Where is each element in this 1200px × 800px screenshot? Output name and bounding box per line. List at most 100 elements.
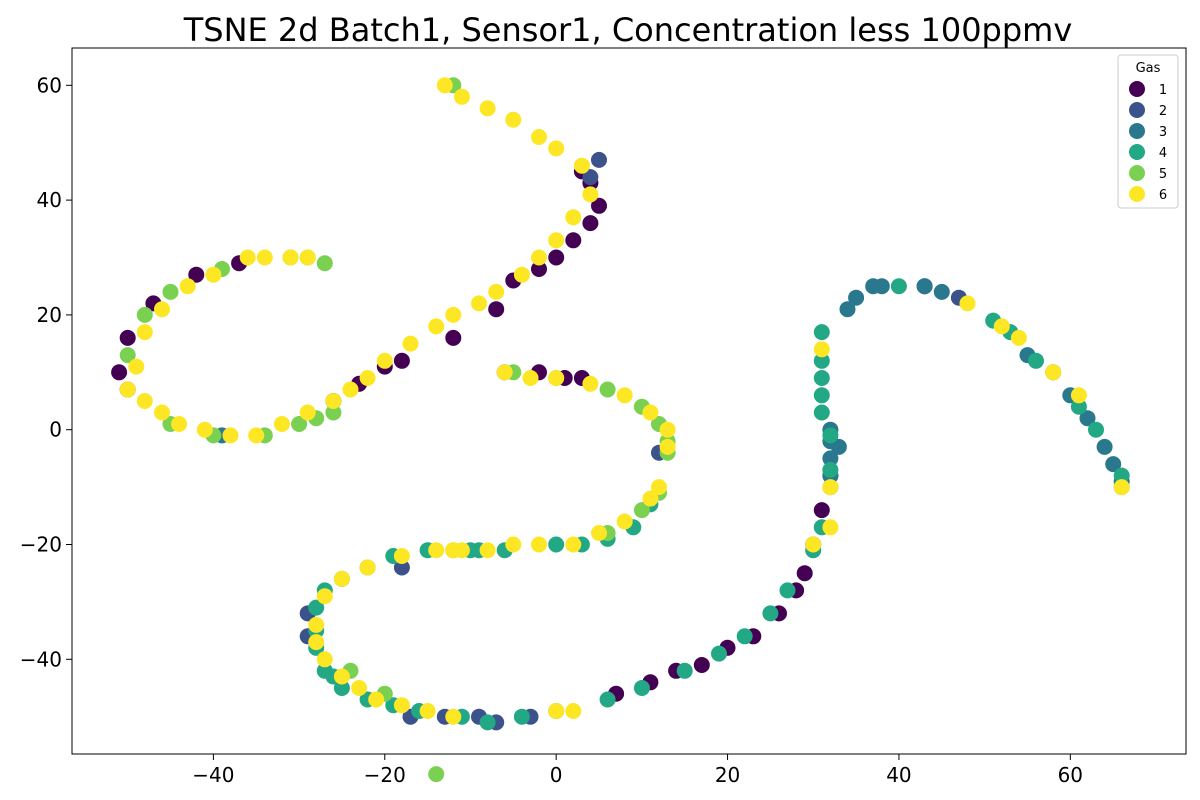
point-gas-6-68	[419, 703, 436, 719]
point-gas-4-36	[548, 536, 565, 553]
y-tick-label: −40	[20, 647, 62, 671]
point-gas-6-23	[248, 427, 265, 444]
legend: Gas 1 2 3 4 5 6	[1117, 54, 1179, 209]
legend-label-gas-2: 2	[1159, 104, 1167, 119]
point-gas-6-32	[154, 301, 170, 318]
point-gas-6-52	[531, 536, 547, 553]
point-gas-6-4	[531, 129, 547, 145]
point-gas-3-9	[873, 278, 890, 295]
point-gas-2-3	[393, 559, 410, 576]
point-gas-1-8	[393, 352, 410, 369]
point-gas-6-69	[445, 708, 462, 725]
plot-frame	[71, 47, 1187, 755]
x-tick-label: 60	[1058, 763, 1083, 787]
point-gas-1-26	[796, 565, 813, 582]
legend-marker-gas-4	[1129, 144, 1145, 160]
point-gas-6-63	[316, 651, 333, 668]
point-gas-4-10	[762, 605, 779, 622]
point-gas-4-18	[479, 714, 496, 731]
point-gas-6-71	[565, 703, 582, 719]
point-gas-6-57	[393, 548, 410, 564]
point-gas-6-22	[273, 416, 290, 432]
point-gas-6-36	[256, 249, 273, 266]
point-gas-6-9	[548, 232, 565, 249]
y-tick-label: 40	[37, 188, 62, 212]
point-gas-6-66	[368, 691, 385, 708]
point-gas-5-21	[633, 502, 650, 519]
point-gas-4-11	[736, 628, 753, 645]
point-gas-5-24	[428, 766, 445, 783]
point-gas-6-44	[642, 404, 659, 421]
point-gas-6-72	[813, 341, 830, 358]
point-gas-2-7	[591, 151, 607, 168]
point-gas-5-2	[316, 255, 333, 272]
point-gas-6-26	[171, 416, 188, 432]
point-gas-6-34	[205, 266, 222, 283]
legend-marker-gas-5	[1129, 165, 1145, 181]
point-gas-5-4	[162, 283, 179, 300]
point-gas-6-70	[548, 703, 565, 719]
point-gas-6-14	[445, 306, 462, 323]
point-gas-6-35	[239, 249, 256, 266]
point-gas-6-11	[513, 266, 530, 283]
legend-label-gas-4: 4	[1159, 146, 1167, 161]
point-gas-3-11	[933, 283, 950, 300]
point-gas-6-81	[805, 536, 822, 553]
point-gas-3-15	[1079, 410, 1096, 427]
point-gas-6-76	[959, 295, 976, 312]
point-gas-1-31	[693, 657, 710, 673]
point-gas-6-79	[1045, 364, 1062, 381]
point-gas-4-13	[676, 662, 693, 679]
point-gas-6-75	[1113, 479, 1130, 496]
point-gas-6-67	[393, 697, 410, 714]
y-axis: −40 −20 0 20 40 60	[20, 73, 72, 671]
point-gas-4-28	[308, 599, 325, 616]
point-gas-6-10	[531, 249, 547, 266]
legend-label-gas-5: 5	[1159, 167, 1167, 182]
point-gas-6-78	[1010, 329, 1027, 346]
point-gas-6-8	[565, 209, 582, 226]
point-gas-1-14	[548, 249, 565, 266]
point-gas-6-51	[565, 536, 582, 553]
point-gas-6-47	[651, 479, 667, 496]
legend-label-gas-6: 6	[1159, 188, 1167, 203]
point-gas-6-13	[471, 295, 487, 312]
point-gas-1-1	[188, 266, 205, 283]
point-gas-6-0	[436, 77, 453, 94]
point-gas-4-45	[1070, 398, 1087, 415]
point-gas-1-13	[531, 261, 547, 277]
point-gas-6-3	[505, 111, 522, 128]
point-gas-6-12	[488, 283, 505, 300]
point-gas-4-44	[1028, 352, 1044, 369]
point-gas-6-19	[342, 381, 359, 398]
point-gas-6-39	[496, 364, 513, 381]
x-tick-label: −40	[192, 763, 234, 787]
x-tick-label: 0	[550, 763, 563, 787]
point-gas-6-77	[993, 318, 1010, 335]
y-tick-label: 60	[37, 73, 62, 97]
point-gas-6-38	[299, 249, 316, 266]
point-gas-4-25	[316, 662, 333, 679]
point-gas-6-18	[359, 370, 376, 386]
point-gas-6-5	[548, 140, 565, 157]
point-gas-6-1	[453, 88, 470, 105]
point-gas-6-2	[479, 100, 496, 117]
point-gas-1-15	[565, 232, 582, 249]
point-gas-1-17	[591, 197, 607, 214]
legend-label-gas-3: 3	[1159, 125, 1167, 140]
point-gas-4-12	[711, 645, 727, 662]
point-gas-1-7	[445, 329, 462, 346]
point-gas-4-2	[813, 370, 830, 386]
point-gas-6-48	[642, 490, 659, 507]
point-gas-4-5	[822, 427, 839, 444]
point-gas-4-4	[813, 404, 830, 421]
point-gas-6-50	[591, 525, 607, 541]
point-gas-3-16	[1096, 438, 1113, 455]
point-gas-6-29	[119, 381, 136, 398]
point-gas-6-62	[308, 634, 325, 651]
point-gas-3-10	[916, 278, 933, 295]
x-tick-label: 20	[715, 763, 740, 787]
point-gas-6-82	[445, 542, 462, 559]
point-gas-4-0	[813, 324, 830, 341]
